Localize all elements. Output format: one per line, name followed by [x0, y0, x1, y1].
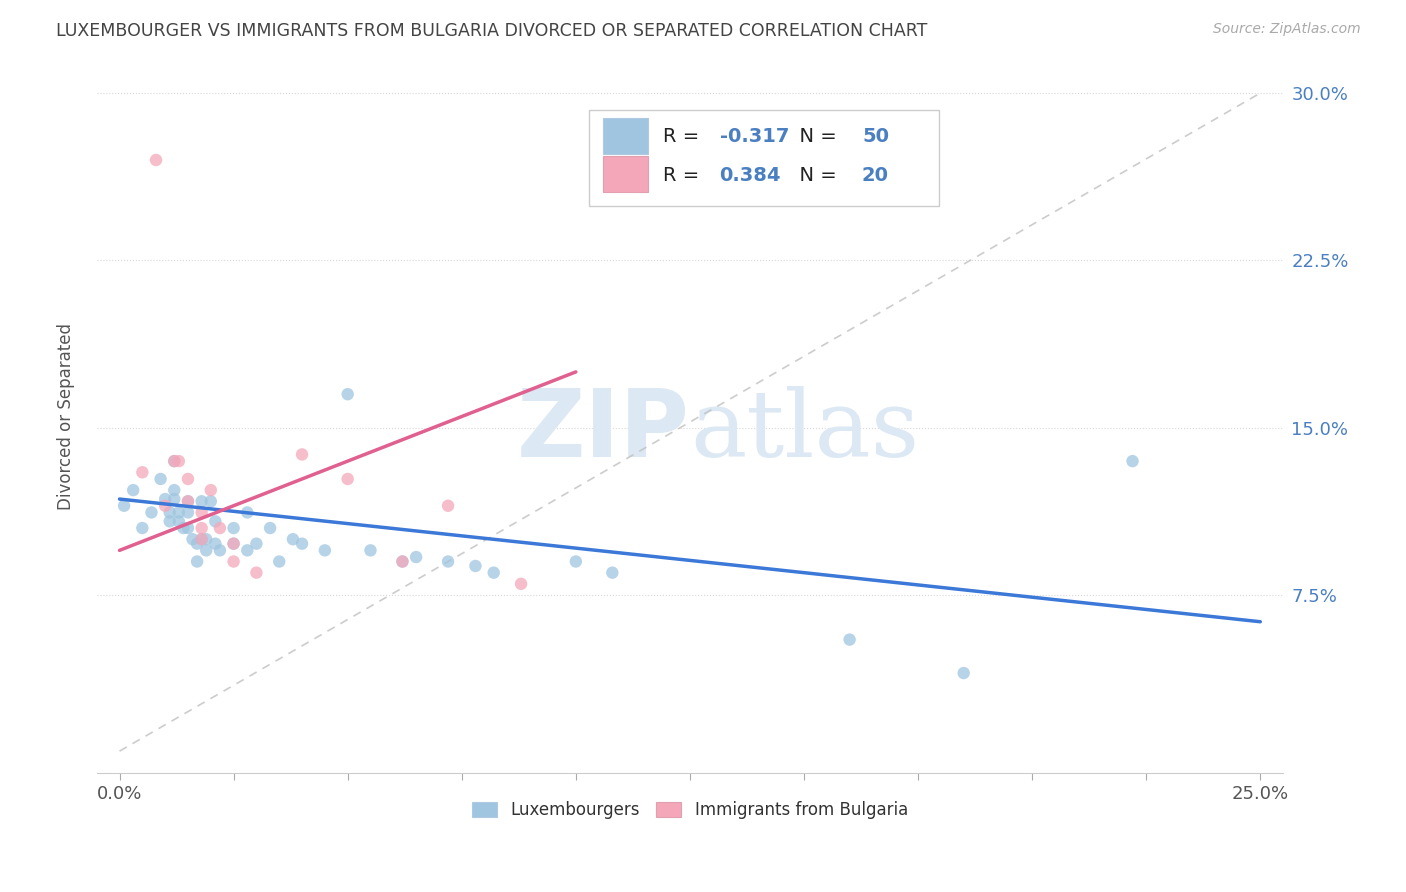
Text: LUXEMBOURGER VS IMMIGRANTS FROM BULGARIA DIVORCED OR SEPARATED CORRELATION CHART: LUXEMBOURGER VS IMMIGRANTS FROM BULGARIA… — [56, 22, 928, 40]
FancyBboxPatch shape — [589, 110, 939, 206]
Point — [405, 549, 427, 564]
Point — [195, 532, 218, 546]
Text: N =: N = — [787, 128, 844, 146]
Point — [167, 505, 190, 519]
Point — [190, 494, 212, 508]
Text: R =: R = — [662, 166, 706, 185]
Y-axis label: Divorced or Separated: Divorced or Separated — [58, 323, 75, 510]
Point — [159, 505, 181, 519]
Point — [245, 566, 267, 580]
Point — [163, 491, 186, 506]
Point — [145, 153, 167, 167]
Point — [245, 536, 267, 550]
Point — [181, 532, 204, 546]
Point — [122, 483, 145, 497]
Point — [190, 521, 212, 535]
Point — [464, 559, 486, 574]
Point — [236, 505, 259, 519]
Text: -0.317: -0.317 — [720, 128, 789, 146]
Point — [159, 514, 181, 528]
Point — [236, 543, 259, 558]
FancyBboxPatch shape — [603, 156, 648, 192]
Point — [177, 494, 200, 508]
Point — [565, 554, 588, 568]
Text: Source: ZipAtlas.com: Source: ZipAtlas.com — [1213, 22, 1361, 37]
Point — [200, 483, 222, 497]
Point — [177, 494, 200, 508]
Point — [112, 499, 135, 513]
Point — [208, 543, 231, 558]
Point — [222, 521, 245, 535]
Point — [172, 521, 194, 535]
Text: 50: 50 — [862, 128, 889, 146]
Point — [314, 543, 336, 558]
Point — [190, 505, 212, 519]
Text: N =: N = — [787, 166, 844, 185]
Point — [153, 499, 176, 513]
Text: R =: R = — [662, 128, 706, 146]
Point — [177, 505, 200, 519]
Point — [163, 454, 186, 468]
Point — [208, 521, 231, 535]
Point — [177, 472, 200, 486]
Point — [281, 532, 304, 546]
Point — [437, 554, 460, 568]
Point — [222, 536, 245, 550]
Point — [186, 554, 208, 568]
Point — [222, 536, 245, 550]
Point — [163, 454, 186, 468]
Point — [291, 536, 314, 550]
Point — [437, 499, 460, 513]
Point — [360, 543, 382, 558]
Text: 20: 20 — [862, 166, 889, 185]
Point — [222, 554, 245, 568]
Point — [149, 472, 172, 486]
Point — [391, 554, 413, 568]
Point — [195, 543, 218, 558]
Point — [952, 666, 974, 681]
Point — [336, 472, 359, 486]
Point — [602, 566, 624, 580]
Point — [190, 532, 212, 546]
Point — [153, 491, 176, 506]
Point — [838, 632, 860, 647]
Point — [259, 521, 281, 535]
Point — [204, 536, 226, 550]
Legend: Luxembourgers, Immigrants from Bulgaria: Luxembourgers, Immigrants from Bulgaria — [465, 795, 915, 826]
Point — [269, 554, 291, 568]
Point — [510, 577, 533, 591]
Point — [131, 521, 153, 535]
Point — [291, 447, 314, 461]
Point — [1121, 454, 1143, 468]
Point — [141, 505, 163, 519]
Point — [167, 514, 190, 528]
Point — [204, 514, 226, 528]
Point — [177, 521, 200, 535]
Point — [186, 536, 208, 550]
FancyBboxPatch shape — [603, 118, 648, 153]
Point — [336, 387, 359, 401]
Point — [190, 532, 212, 546]
Point — [200, 494, 222, 508]
Point — [482, 566, 505, 580]
Text: ZIP: ZIP — [517, 384, 690, 477]
Text: atlas: atlas — [690, 386, 920, 475]
Point — [131, 465, 153, 479]
Point — [167, 454, 190, 468]
Point — [391, 554, 413, 568]
Text: 0.384: 0.384 — [720, 166, 782, 185]
Point — [163, 483, 186, 497]
